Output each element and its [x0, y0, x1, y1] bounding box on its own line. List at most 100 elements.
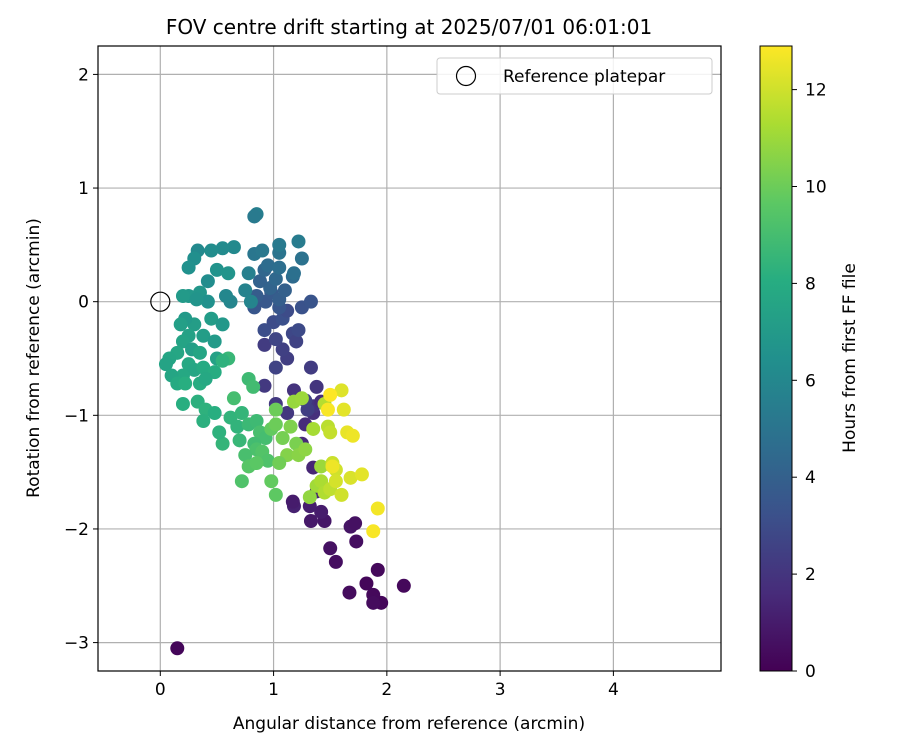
data-point [234, 406, 249, 421]
data-point [328, 554, 343, 569]
data-point [298, 442, 313, 457]
data-point [260, 258, 275, 273]
data-point [175, 289, 190, 303]
data-point [268, 417, 283, 432]
data-point [348, 516, 363, 531]
data-point [226, 240, 241, 255]
data-point [198, 371, 213, 386]
data-point [342, 585, 357, 600]
colorbar-tick-label: 10 [805, 178, 827, 198]
data-point [396, 578, 411, 593]
y-axis: −3 −2 −1 0 1 2 [64, 65, 98, 654]
data-point [209, 262, 224, 277]
y-tick-label: −1 [64, 406, 89, 426]
colorbar-gradient [759, 45, 793, 672]
reference-marker [150, 291, 171, 312]
data-point [247, 209, 262, 224]
data-point [370, 562, 385, 577]
data-point [328, 474, 343, 489]
data-point [181, 260, 196, 275]
data-point [291, 234, 306, 249]
data-point [323, 425, 338, 440]
legend-box [436, 57, 713, 95]
data-point [268, 487, 283, 502]
data-point [294, 251, 309, 266]
reference-point [150, 291, 171, 312]
colorbar: 0 2 4 6 8 10 12 Hours from first FF file [759, 45, 860, 682]
legend-marker [455, 65, 477, 87]
data-point [303, 294, 318, 309]
data-point [334, 487, 349, 502]
y-tick-label: 2 [78, 65, 89, 85]
data-point [325, 459, 340, 474]
x-tick-label: 4 [608, 680, 619, 700]
data-point [215, 317, 230, 332]
data-point [359, 576, 374, 591]
data-point [260, 453, 275, 468]
data-point [196, 360, 211, 375]
data-point [294, 391, 309, 406]
data-point [320, 402, 335, 417]
data-point [272, 237, 287, 252]
data-point [192, 345, 207, 360]
data-point [232, 433, 247, 448]
data-point [200, 274, 215, 289]
grid [98, 46, 721, 671]
data-point [204, 311, 219, 326]
data-point [255, 243, 270, 258]
data-point [268, 402, 283, 417]
data-point [314, 504, 329, 519]
data-point [334, 383, 349, 398]
y-tick-label: 0 [78, 293, 89, 313]
data-point [257, 378, 272, 393]
legend-label: Reference platepar [503, 67, 665, 87]
data-point [345, 428, 360, 443]
data-point [215, 241, 230, 256]
data-point [336, 402, 351, 417]
data-point [173, 317, 188, 332]
data-point [272, 456, 287, 471]
data-point [366, 524, 381, 539]
data-point [349, 534, 364, 549]
data-point [291, 323, 306, 338]
data-point [178, 376, 193, 391]
data-point [285, 494, 300, 509]
data-point [241, 266, 256, 281]
data-point [218, 289, 233, 303]
data-point [175, 334, 190, 349]
colorbar-tick-label: 2 [805, 565, 816, 585]
colorbar-tick-label: 8 [805, 274, 816, 294]
data-point [246, 379, 261, 394]
data-point [275, 342, 290, 357]
data-point [268, 360, 283, 375]
x-axis: 0 1 2 3 4 [155, 671, 619, 700]
data-point [212, 425, 227, 440]
data-point [264, 474, 279, 489]
data-point [238, 283, 253, 298]
data-point [170, 641, 185, 656]
x-tick-label: 1 [268, 680, 279, 700]
data-point [221, 266, 236, 281]
data-point [286, 266, 301, 281]
colorbar-tick-label: 0 [805, 662, 816, 682]
x-tick-label: 3 [495, 680, 506, 700]
data-point [370, 501, 385, 516]
x-axis-label: Angular distance from reference (arcmin) [233, 714, 585, 734]
colorbar-label: Hours from first FF file [840, 263, 860, 453]
data-point [189, 292, 204, 307]
chart-title: FOV centre drift starting at 2025/07/01 … [166, 15, 652, 39]
data-point [314, 474, 329, 489]
data-point [158, 357, 173, 372]
data-point [306, 421, 321, 436]
data-point [323, 387, 338, 402]
data-point [268, 332, 283, 347]
data-point [257, 337, 272, 352]
x-tick-label: 2 [381, 680, 392, 700]
y-tick-label: 1 [78, 179, 89, 199]
colorbar-tick-label: 6 [805, 371, 816, 391]
data-point [280, 406, 295, 421]
data-point [272, 260, 287, 275]
data-point [289, 334, 304, 349]
data-point [275, 431, 290, 446]
